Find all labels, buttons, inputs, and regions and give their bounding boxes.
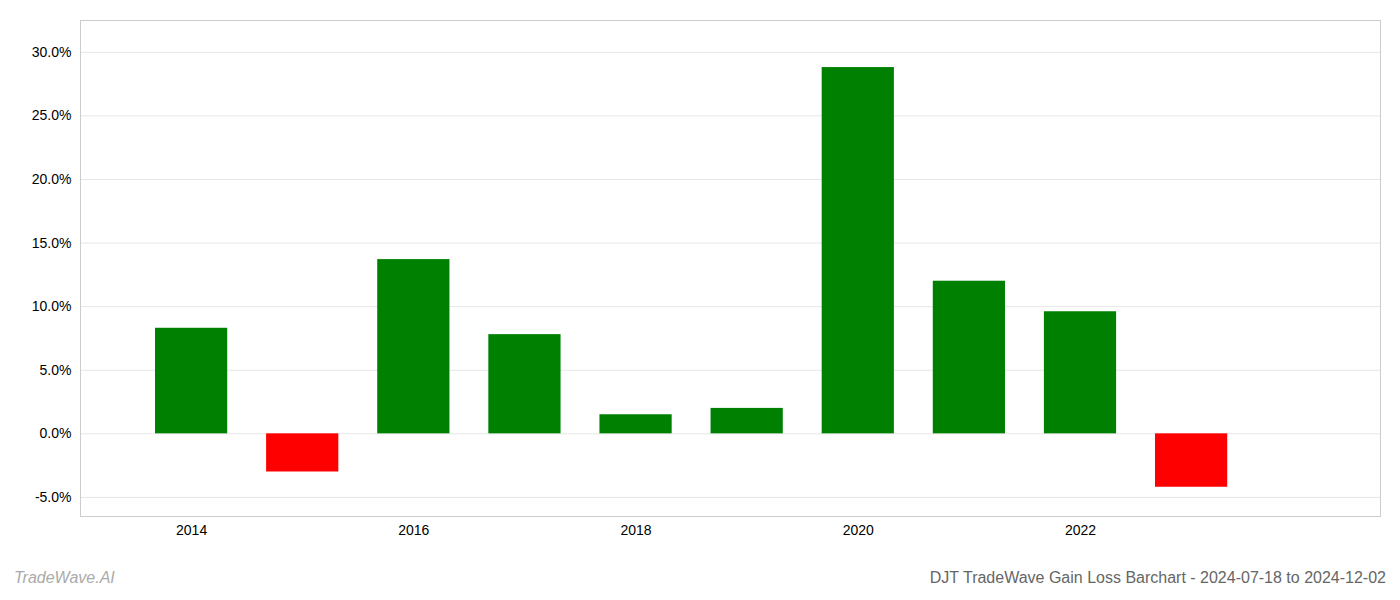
html-text:TradeWave.AI: TradeWave.AI (14, 569, 115, 586)
svg-text:2018: 2018 (620, 522, 651, 538)
svg-text:0.0%: 0.0% (40, 425, 72, 441)
svg-text:30.0%: 30.0% (32, 44, 72, 60)
svg-text:20.0%: 20.0% (32, 171, 72, 187)
svg-text:2020: 2020 (843, 522, 874, 538)
svg-text:10.0%: 10.0% (32, 298, 72, 314)
svg-text:25.0%: 25.0% (32, 107, 72, 123)
svg-text:-5.0%: -5.0% (35, 489, 72, 505)
svg-text:5.0%: 5.0% (40, 362, 72, 378)
html-text:DJT TradeWave Gain Loss Barcha: DJT TradeWave Gain Loss Barchart - 2024-… (929, 569, 1386, 586)
svg-text:2016: 2016 (398, 522, 429, 538)
svg-text:15.0%: 15.0% (32, 235, 72, 251)
svg-text:2022: 2022 (1065, 522, 1096, 538)
svg-text:2014: 2014 (176, 522, 207, 538)
